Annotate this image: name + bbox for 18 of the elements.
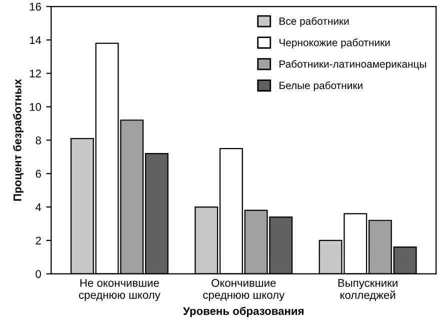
y-tick-label: 4 bbox=[36, 203, 42, 212]
y-tick-label: 10 bbox=[30, 103, 42, 111]
x-tick-label: Окончившие среднюю школу bbox=[203, 278, 285, 302]
y-axis-title: Процент безработных bbox=[13, 78, 24, 201]
x-axis-title: Уровень образования bbox=[183, 306, 304, 318]
y-tick-label: 16 bbox=[30, 2, 41, 11]
y-tick-label: 12 bbox=[30, 70, 41, 78]
y-tick-label: 6 bbox=[36, 170, 41, 178]
y-tick-label: 14 bbox=[30, 36, 42, 44]
y-tick-label: 2 bbox=[36, 236, 41, 244]
x-tick-label: Выпускники колледжей bbox=[338, 279, 398, 302]
y-tick-label: 8 bbox=[36, 136, 41, 144]
y-tick-label: 0 bbox=[36, 270, 42, 278]
legend-label: Белые работники bbox=[280, 81, 362, 92]
x-tick-label: Не окончившие среднюю школу bbox=[78, 279, 160, 302]
legend-label: Работники-латиноамериканцы bbox=[280, 60, 426, 70]
legend-label: Все работники bbox=[280, 17, 349, 27]
legend-label: Чернокожие работники bbox=[280, 38, 390, 48]
